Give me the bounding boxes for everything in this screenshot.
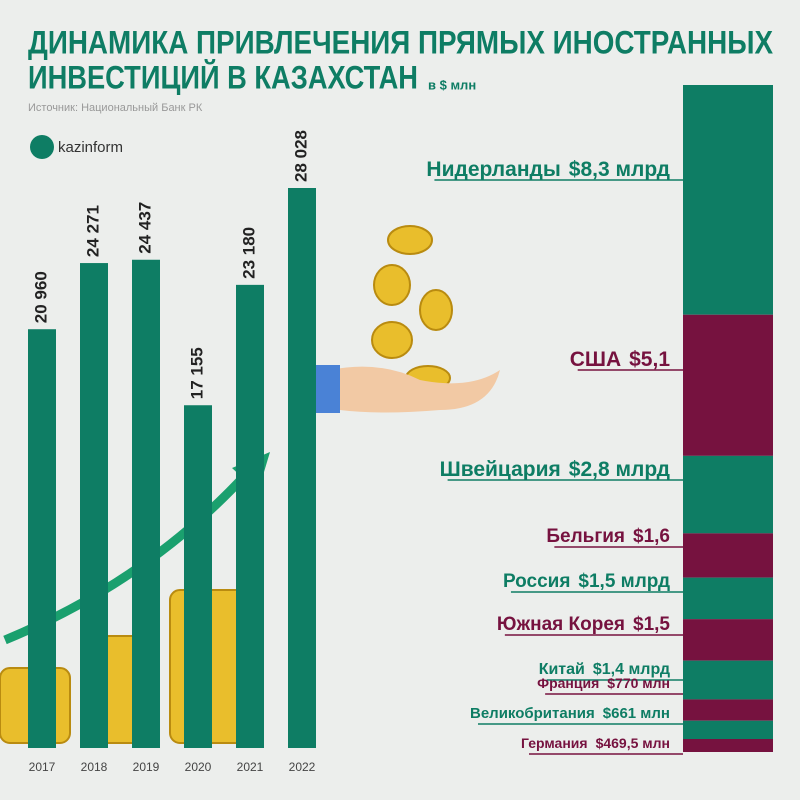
value-label: $661 млн <box>603 705 670 722</box>
segment <box>683 739 773 752</box>
source: Источник: Национальный Банк РК <box>28 102 203 114</box>
value-label: $2,8 млрд <box>569 458 670 481</box>
value-label: 20 960 <box>31 271 50 323</box>
segment-label: Великобритания $661 млн <box>470 705 670 722</box>
bar <box>184 405 212 748</box>
category-label: Великобритания <box>470 705 595 722</box>
value-label: $5,1 <box>629 348 670 371</box>
category-label: Россия <box>503 571 570 592</box>
segment-label: Россия $1,5 млрд <box>503 571 670 592</box>
bar <box>132 259 160 748</box>
value-label: $1,5 млрд <box>578 571 670 592</box>
segment <box>683 619 773 661</box>
value-label: 24 437 <box>135 202 154 254</box>
segment <box>683 660 773 700</box>
segment <box>683 85 773 315</box>
value-label: 28 028 <box>291 130 310 182</box>
segment-label: Нидерланды $8,3 млрд <box>426 158 670 181</box>
value-label: 17 155 <box>187 347 206 399</box>
category-label: Франция <box>537 675 599 691</box>
x-tick-label: 2019 <box>133 760 160 774</box>
value-label: $770 млн <box>607 675 670 691</box>
category-label: Бельгия <box>546 526 625 547</box>
segment <box>683 314 773 456</box>
unit: в $ млн <box>428 77 476 92</box>
hand <box>330 366 500 413</box>
bar <box>288 188 316 748</box>
x-tick-label: 2017 <box>29 760 56 774</box>
category-label: Нидерланды <box>426 158 560 181</box>
segment-label: Китай $1,4 млрд <box>539 661 670 678</box>
segment <box>683 577 773 620</box>
segment-label: Швейцария $2,8 млрд <box>440 458 670 481</box>
title-line: ИНВЕСТИЦИЙ В КАЗАХСТАН <box>28 59 418 95</box>
category-label: Германия <box>521 735 588 751</box>
category-label: США <box>570 348 621 371</box>
sleeve <box>315 365 340 413</box>
category-label: Южная Корея <box>497 614 625 635</box>
logo-icon <box>30 135 54 159</box>
segment-label: Франция $770 млн <box>537 675 670 691</box>
x-tick-label: 2021 <box>237 760 264 774</box>
bar <box>28 329 56 748</box>
bar <box>236 284 264 748</box>
segment-label: Бельгия $1,6 <box>546 526 670 547</box>
segment-label: Германия $469,5 млн <box>521 735 670 751</box>
x-tick-label: 2018 <box>81 760 108 774</box>
category-label: Швейцария <box>440 458 561 481</box>
logo: kazinform <box>58 139 123 156</box>
segment <box>683 455 773 534</box>
segment-label: Южная Корея $1,5 <box>497 614 671 635</box>
value-label: $1,6 <box>633 526 670 547</box>
value-label: $8,3 млрд <box>569 158 670 181</box>
x-tick-label: 2020 <box>185 760 212 774</box>
bar <box>80 263 108 748</box>
title-line: ДИНАМИКА ПРИВЛЕЧЕНИЯ ПРЯМЫХ ИНОСТРАННЫХ <box>28 24 774 60</box>
value-label: 23 180 <box>239 227 258 279</box>
category-label: Китай <box>539 661 585 678</box>
segment <box>683 720 773 740</box>
x-tick-label: 2022 <box>289 760 316 774</box>
segment-label: США $5,1 <box>570 348 671 371</box>
value-label: $469,5 млн <box>596 735 670 751</box>
value-label: $1,5 <box>633 614 670 635</box>
segment <box>683 533 773 578</box>
value-label: 24 271 <box>83 205 102 257</box>
segment <box>683 699 773 721</box>
value-label: $1,4 млрд <box>593 661 670 678</box>
